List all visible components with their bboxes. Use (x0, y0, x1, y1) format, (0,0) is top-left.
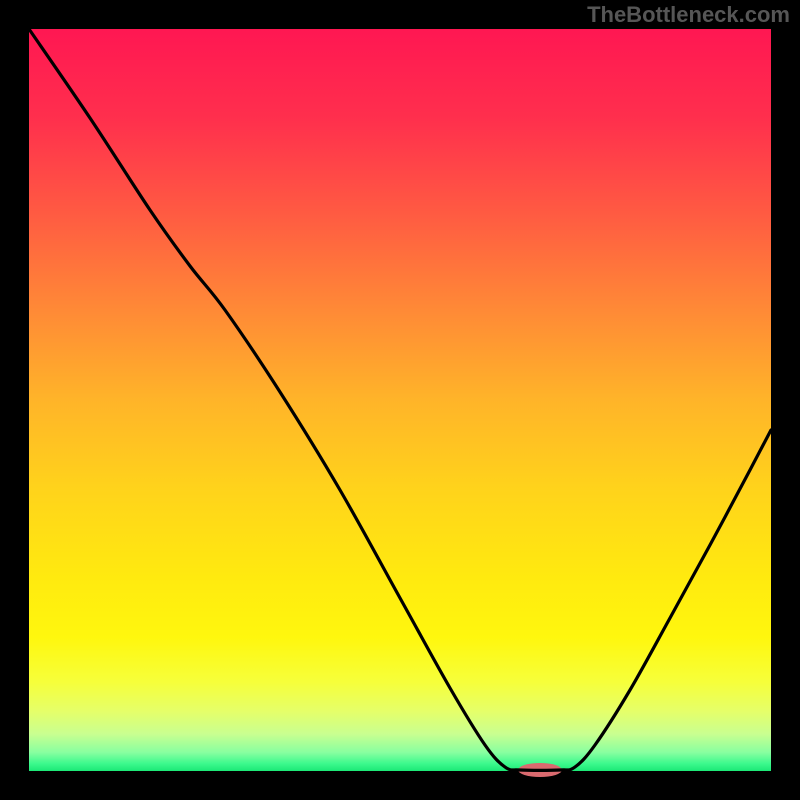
watermark-text: TheBottleneck.com (587, 2, 790, 28)
plot-gradient-rect (29, 29, 771, 771)
chart-canvas: TheBottleneck.com (0, 0, 800, 800)
bottleneck-chart (0, 0, 800, 800)
